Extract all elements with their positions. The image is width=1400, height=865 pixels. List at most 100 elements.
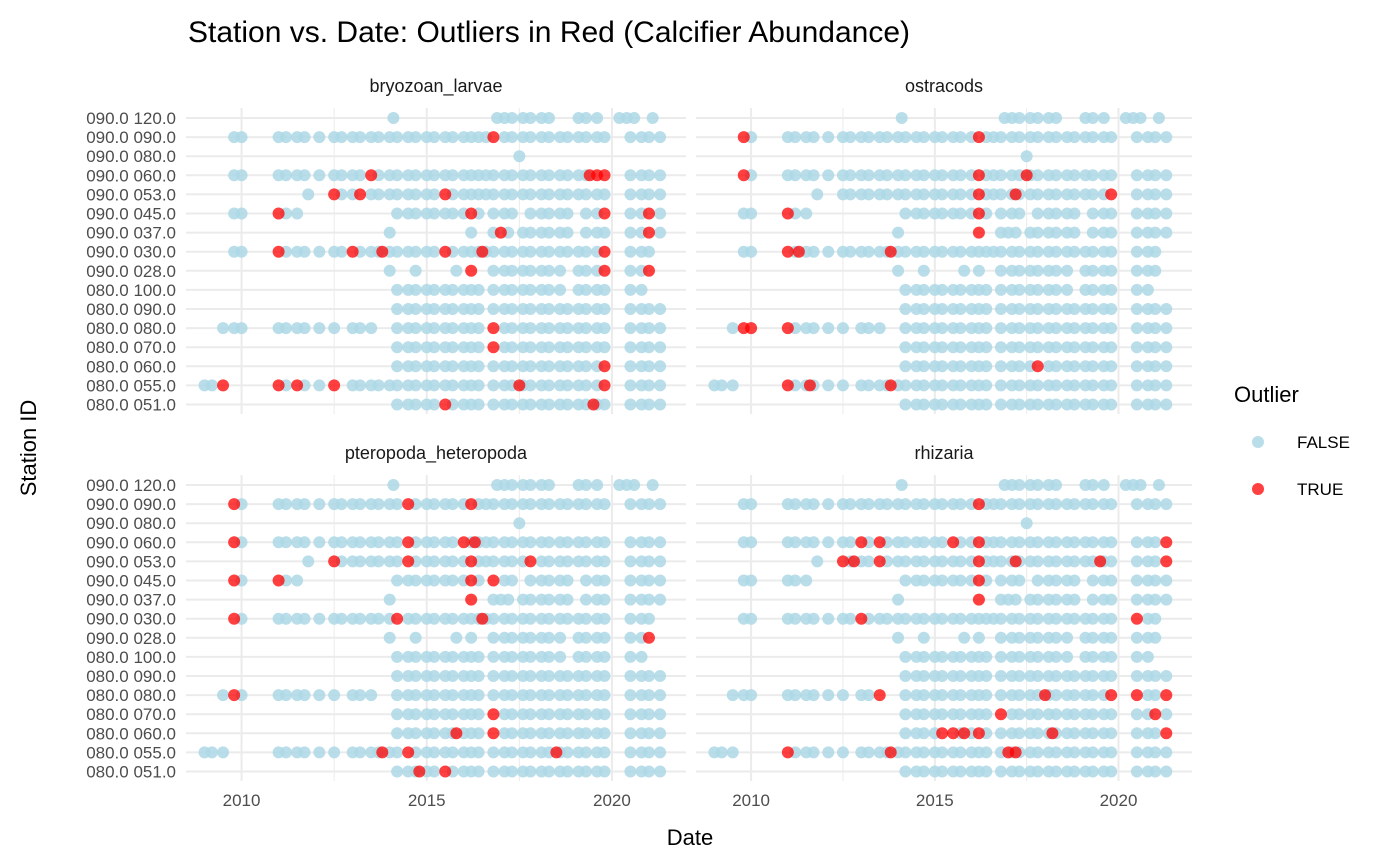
data-point (917, 131, 930, 144)
data-point (1031, 341, 1044, 354)
outlier-point (487, 341, 500, 354)
data-point (873, 322, 886, 335)
data-point (598, 536, 611, 549)
data-point (505, 207, 518, 220)
data-point (1149, 303, 1162, 315)
outlier-point (598, 169, 611, 182)
data-point (1130, 555, 1143, 568)
x-tick-label: 2020 (593, 791, 631, 810)
data-point (1105, 708, 1118, 721)
data-point (1031, 303, 1044, 315)
data-point (524, 631, 537, 644)
data-point (598, 670, 611, 682)
data-point (1105, 593, 1118, 606)
data-point (892, 264, 905, 277)
data-point (313, 612, 326, 625)
y-tick-label: 080.0 090.0 (86, 667, 176, 686)
data-point (428, 360, 441, 373)
data-point (580, 689, 592, 702)
data-point (895, 479, 908, 491)
data-point (1050, 631, 1063, 644)
data-point (1141, 650, 1154, 663)
outlier-point (439, 765, 452, 778)
outlier-point (468, 536, 481, 549)
data-point (1013, 479, 1026, 491)
data-point (1105, 555, 1118, 568)
data-point (1130, 765, 1143, 778)
data-point (642, 708, 655, 721)
data-point (335, 169, 348, 182)
data-point (642, 360, 655, 373)
data-point (391, 650, 404, 663)
data-point (335, 536, 348, 549)
data-point (428, 245, 441, 258)
outlier-point (1105, 689, 1118, 702)
data-point (1068, 593, 1081, 606)
data-point (899, 689, 912, 702)
data-point (1130, 341, 1143, 354)
outlier-point (465, 593, 478, 606)
data-point (624, 708, 637, 721)
data-point (980, 303, 993, 315)
y-tick-label: 090.0 037.0 (86, 224, 176, 243)
data-point (428, 708, 441, 721)
data-point (409, 207, 422, 220)
data-point (1086, 765, 1099, 778)
data-point (994, 245, 1007, 258)
outlier-point (855, 612, 868, 625)
data-point (524, 303, 537, 315)
data-point (554, 650, 567, 663)
data-point (487, 612, 500, 625)
data-point (505, 536, 518, 549)
outlier-point (439, 398, 452, 411)
data-point (542, 112, 555, 124)
data-point (409, 689, 422, 702)
data-point (624, 341, 637, 354)
data-point (524, 670, 537, 682)
data-point (383, 264, 396, 277)
data-point (1149, 131, 1162, 144)
data-point (1068, 398, 1081, 411)
data-point (642, 303, 655, 315)
data-point (391, 398, 404, 411)
y-tick-label: 080.0 080.0 (86, 319, 176, 338)
data-point (899, 746, 912, 759)
data-point (1105, 574, 1118, 587)
data-point (807, 689, 820, 702)
data-point (542, 226, 555, 239)
data-point (487, 283, 500, 296)
data-point (980, 746, 993, 759)
data-point (313, 536, 326, 549)
outlier-point (476, 612, 489, 625)
data-point (524, 708, 537, 721)
facet-strip-label: ostracods (905, 76, 983, 96)
outlier-point (457, 536, 470, 549)
data-point (899, 612, 912, 625)
y-tick-label: 080.0 055.0 (86, 743, 176, 762)
data-point (1031, 650, 1044, 663)
data-point (524, 650, 537, 663)
data-point (542, 341, 555, 354)
data-point (1105, 303, 1118, 315)
data-point (1061, 264, 1074, 277)
outlier-point (391, 612, 404, 625)
data-point (542, 631, 555, 644)
y-tick-label: 090.0 030.0 (86, 243, 176, 262)
data-point (936, 670, 949, 682)
data-point (1130, 283, 1143, 296)
y-tick-label: 080.0 070.0 (86, 338, 176, 357)
data-point (524, 727, 537, 740)
outlier-point (450, 727, 463, 740)
data-point (807, 498, 820, 511)
outlier-point (1009, 188, 1022, 201)
data-point (598, 303, 611, 315)
outlier-point (513, 379, 526, 392)
data-point (1050, 283, 1063, 296)
data-point (502, 593, 515, 606)
outlier-point (972, 574, 985, 587)
facet-strip-label: bryozoan_larvae (369, 76, 502, 97)
data-point (936, 746, 949, 759)
data-point (980, 283, 993, 296)
data-point (580, 727, 592, 740)
data-point (1130, 398, 1143, 411)
